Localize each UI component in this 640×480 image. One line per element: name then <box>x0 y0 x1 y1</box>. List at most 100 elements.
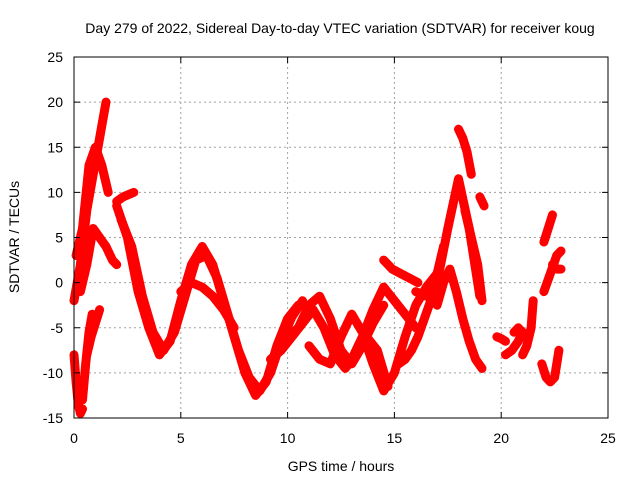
series-9-point-3 <box>138 292 146 300</box>
series-10-point-4 <box>209 292 217 300</box>
series-6 <box>75 224 122 297</box>
y-tick-label-20: 20 <box>47 94 63 110</box>
series-22-point-1 <box>493 333 501 341</box>
series-14-point-5 <box>390 297 398 305</box>
series-9-point-9 <box>202 252 210 260</box>
series-9-point-4 <box>149 328 157 336</box>
series-15-point-4 <box>414 333 422 341</box>
y-tick-label-0: 0 <box>55 275 63 291</box>
series-8-point-9 <box>198 243 206 251</box>
series-16-point-3 <box>397 270 405 278</box>
series-18-point-5 <box>459 315 467 323</box>
series-6-point-3 <box>89 224 97 232</box>
series-26 <box>537 345 564 387</box>
y-tick-label-5: 5 <box>55 230 63 246</box>
series-11-point-2 <box>277 346 285 354</box>
series-26-point-4 <box>551 373 559 381</box>
series-16 <box>379 255 423 288</box>
series-19-point-4 <box>467 170 475 178</box>
series-19-point-2 <box>459 134 467 142</box>
series-9-point-8 <box>192 256 200 264</box>
series-23-trace <box>501 327 528 360</box>
series-25-point-2 <box>514 324 522 332</box>
series-24-point-3 <box>527 324 535 332</box>
series-3-point-5 <box>98 161 106 169</box>
series-19-point-3 <box>463 148 471 156</box>
series-9-point-14 <box>256 387 264 395</box>
series-17-point-4 <box>444 224 452 232</box>
series-28-point-1 <box>540 288 548 296</box>
series-8-point-1 <box>113 202 121 210</box>
x-tick-label-10: 10 <box>280 430 296 446</box>
series-1-point-4 <box>76 409 84 417</box>
series-18-point-1 <box>433 301 441 309</box>
series-26-point-1 <box>538 360 546 368</box>
series-28-point-2 <box>546 270 554 278</box>
series-6-point-2 <box>83 261 91 269</box>
series-10-point-1 <box>177 288 185 296</box>
series-24-point-2 <box>523 342 531 350</box>
series-26-point-2 <box>542 373 550 381</box>
y-tick-label-10: 10 <box>47 184 63 200</box>
series-13-point-9 <box>390 369 398 377</box>
series-25-point-3 <box>519 328 527 336</box>
series-11-point-11 <box>373 346 381 354</box>
series-14-point-4 <box>380 283 388 291</box>
series-26-point-3 <box>546 378 554 386</box>
y-tick-label--10: -10 <box>43 365 63 381</box>
series-13-point-8 <box>380 387 388 395</box>
series-3-point-6 <box>104 188 112 196</box>
series-13-point-10 <box>401 333 409 341</box>
series-5-trace <box>82 305 105 360</box>
y-tick-label-15: 15 <box>47 139 63 155</box>
series-7-point-3 <box>126 190 134 198</box>
series-3 <box>71 142 113 260</box>
series-18-point-7 <box>472 355 480 363</box>
series-21 <box>475 192 489 211</box>
series-13-point-1 <box>305 342 313 350</box>
series-19-trace <box>454 124 476 179</box>
series-12-point-3 <box>305 301 313 309</box>
y-tick-label--15: -15 <box>43 410 63 426</box>
series-15-point-5 <box>420 315 428 323</box>
series-10-point-2 <box>187 279 195 287</box>
series-10-point-6 <box>230 324 238 332</box>
series-7 <box>112 187 139 206</box>
series-3-point-2 <box>79 224 87 232</box>
series-10-point-3 <box>198 283 206 291</box>
series-24-trace <box>518 296 538 360</box>
series-7-trace <box>112 187 139 206</box>
series-20-trace <box>460 205 487 306</box>
series-8-point-5 <box>155 351 163 359</box>
series-5 <box>82 305 105 360</box>
series-12-point-4 <box>316 292 324 300</box>
series-14-point-6 <box>401 310 409 318</box>
series-13 <box>304 269 442 396</box>
series-6-point-7 <box>113 261 121 269</box>
series-6-point-4 <box>96 234 104 241</box>
series-26-point-5 <box>555 346 563 354</box>
series-20-point-3 <box>474 261 482 269</box>
series-22-point-2 <box>497 335 505 343</box>
series-23-point-2 <box>508 346 516 354</box>
series-17-point-5 <box>454 175 462 183</box>
series-21-point-1 <box>476 193 484 201</box>
series-11-point-8 <box>341 364 349 372</box>
series-9-point-15 <box>267 369 275 377</box>
series-27-point-1 <box>540 238 548 246</box>
series-6-point-5 <box>102 243 110 251</box>
series-12-point-10 <box>380 301 388 309</box>
series-29-point-3 <box>557 265 565 273</box>
series-14 <box>347 282 421 364</box>
series-9-point-2 <box>128 243 136 251</box>
x-tick-label-5: 5 <box>177 430 185 446</box>
series-11-point-6 <box>320 324 328 332</box>
series-11-point-1 <box>267 355 275 363</box>
series-28-point-3 <box>553 252 561 260</box>
series-14-point-1 <box>348 355 356 363</box>
series-17-point-2 <box>422 292 430 300</box>
series-18-point-4 <box>452 288 460 296</box>
series-13-point-4 <box>337 333 345 341</box>
series-12-point-1 <box>284 333 292 341</box>
series-22-point-3 <box>501 337 509 345</box>
